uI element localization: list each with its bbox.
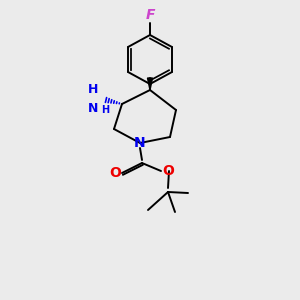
Text: N: N bbox=[88, 102, 98, 115]
Text: O: O bbox=[162, 164, 174, 178]
Text: H: H bbox=[101, 105, 109, 115]
Text: O: O bbox=[109, 166, 121, 180]
Text: F: F bbox=[145, 8, 155, 22]
Polygon shape bbox=[148, 78, 152, 90]
Text: H: H bbox=[88, 83, 98, 96]
Text: N: N bbox=[134, 136, 146, 150]
